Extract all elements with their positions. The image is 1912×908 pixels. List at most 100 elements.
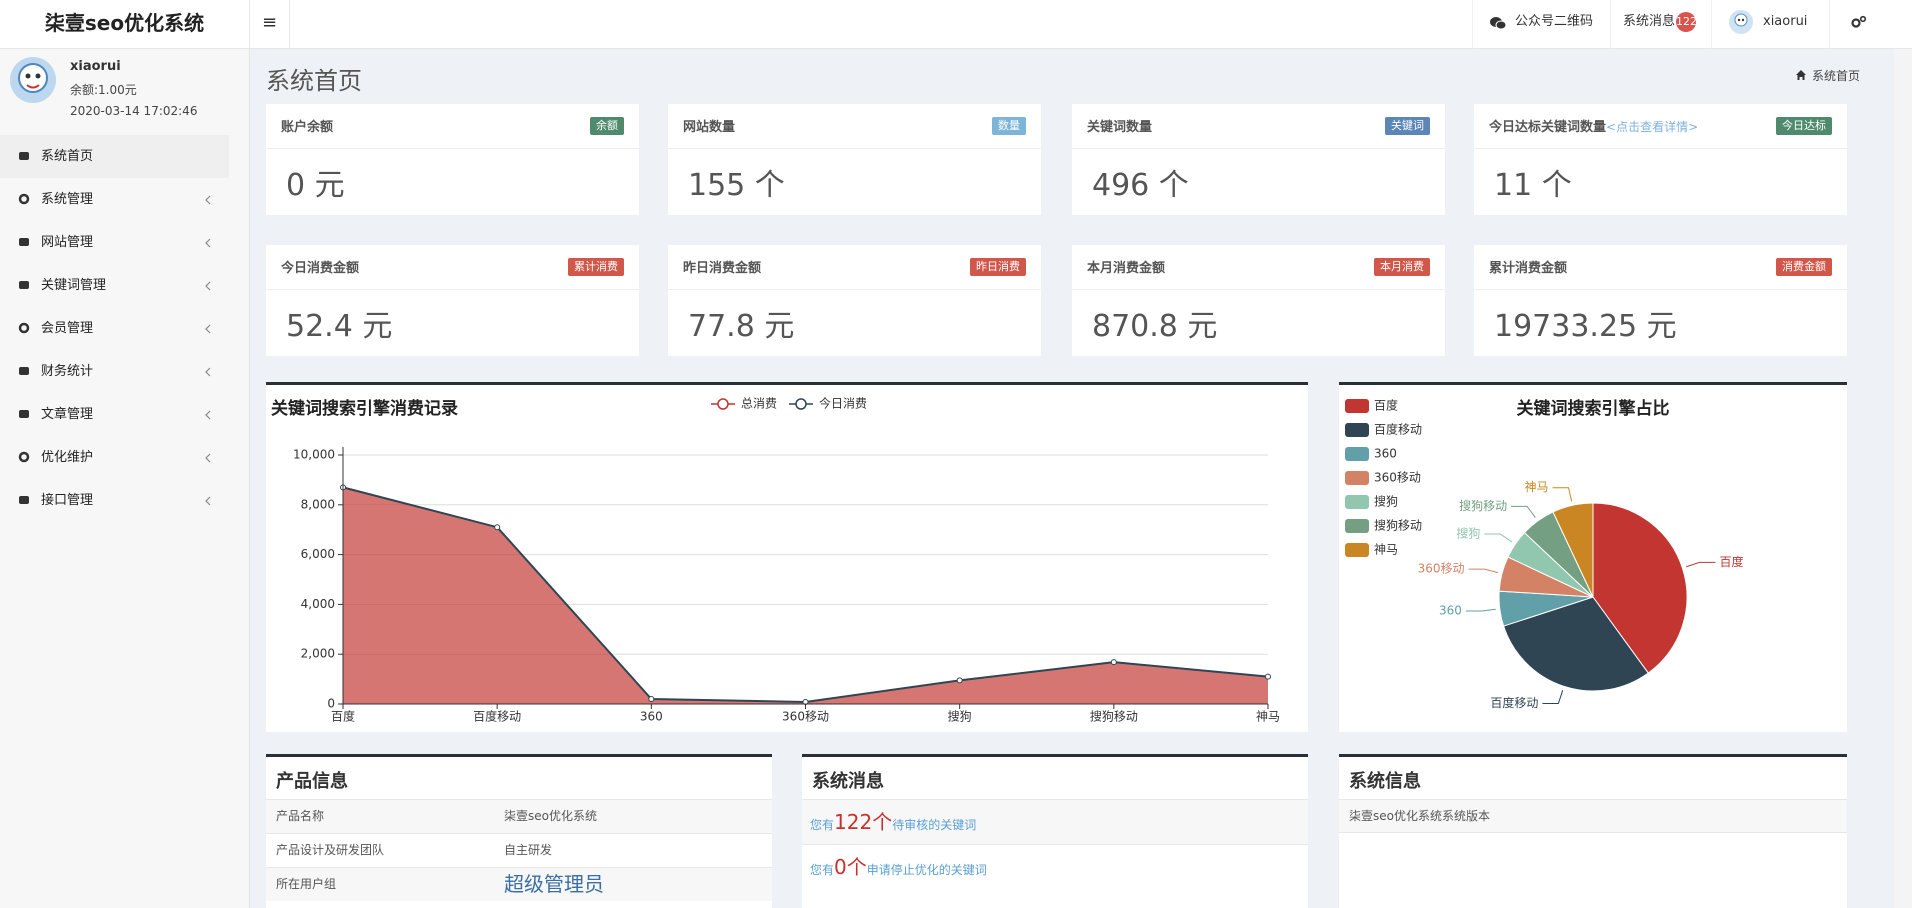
legend-swatch [1345, 447, 1369, 461]
user-name[interactable]: xiaorui [1763, 14, 1808, 29]
message-count[interactable]: 122个 [834, 810, 893, 834]
card-badge: 累计消费 [568, 258, 624, 276]
arrow [205, 281, 211, 291]
y-tick-label: 10,000 [293, 448, 335, 462]
slice-label: 神马 [1525, 480, 1549, 494]
menu-icon [19, 367, 29, 375]
card-title: 账户余额 [281, 120, 334, 135]
card-value: 52.4 元 [286, 309, 393, 344]
card-badge: 昨日消费 [970, 258, 1026, 276]
menu-item[interactable]: 系统管理 [0, 178, 229, 221]
arrow [205, 496, 211, 506]
user-avatar[interactable] [1729, 10, 1753, 34]
chart-title: 关键词搜索引擎消费记录 [271, 398, 458, 419]
divider [1472, 0, 1473, 49]
card-badge: 数量 [992, 117, 1026, 135]
card-divider [668, 148, 1041, 149]
divider [289, 0, 290, 49]
menu-item[interactable]: 财务统计 [0, 350, 229, 393]
card-link[interactable]: <点击查看详情> [1606, 120, 1699, 134]
message-link[interactable]: 您有122个待审核的关键词 [810, 800, 976, 848]
message-link[interactable]: 您有0个申请停止优化的关键词 [810, 845, 987, 893]
card-value: 11 个 [1494, 168, 1572, 203]
wechat-icon [1490, 17, 1506, 30]
menu-label[interactable]: 网站管理 [41, 235, 94, 250]
y-tick-label: 4,000 [301, 597, 335, 611]
menu-label[interactable]: 系统管理 [41, 192, 94, 207]
menu-arrow [205, 453, 211, 463]
point [1110, 659, 1117, 666]
message-prefix[interactable]: 您有 [810, 818, 835, 832]
panel: 系统信息柒壹seo优化系统系统版本 [1339, 754, 1847, 908]
slice-label: 搜狗 [1456, 526, 1480, 541]
label-line [1542, 690, 1564, 705]
arrow [205, 324, 211, 334]
menu-item[interactable]: 优化维护 [0, 436, 229, 479]
menu-label[interactable]: 财务统计 [41, 364, 94, 379]
legend-symbol [795, 398, 807, 410]
point [494, 524, 501, 531]
message-row: 您有0个申请停止优化的关键词 [802, 844, 1308, 889]
menu-arrow [205, 324, 211, 334]
menu-item[interactable]: 会员管理 [0, 307, 229, 350]
menu-item[interactable]: 网站管理 [0, 221, 229, 264]
menu-icon [19, 238, 29, 246]
message-prefix[interactable]: 您有 [810, 863, 835, 877]
menu-arrow [205, 410, 211, 420]
slice-label: 百度移动 [1490, 695, 1538, 710]
slice-label: 360 [1439, 604, 1462, 618]
panel-title: 系统信息 [1349, 771, 1421, 792]
card-divider [1474, 148, 1847, 149]
menu-item[interactable]: 文章管理 [0, 393, 229, 436]
menu-arrow [205, 195, 211, 205]
card-badge: 本月消费 [1374, 258, 1430, 276]
pie-slice [1592, 502, 1688, 674]
settings-icon[interactable] [1851, 15, 1867, 29]
legend-label: 神马 [1374, 543, 1398, 557]
area [343, 487, 1268, 704]
menu-label[interactable]: 接口管理 [41, 493, 94, 508]
arrow [205, 367, 211, 377]
menu-label[interactable]: 优化维护 [41, 450, 94, 465]
label-line [1484, 533, 1513, 543]
card-value: 870.8 元 [1092, 309, 1218, 344]
arrow [205, 195, 211, 205]
card-divider [1474, 289, 1847, 290]
menu-item[interactable]: 接口管理 [0, 479, 229, 522]
card-divider [1072, 289, 1445, 290]
card-value: 19733.25 元 [1494, 309, 1677, 344]
label-line [1686, 561, 1716, 568]
brand[interactable]: 柒壹seo优化系统 [0, 0, 250, 49]
menu-item[interactable]: 关键词管理 [0, 264, 229, 307]
messages-link[interactable]: 系统消息 [1623, 14, 1676, 29]
slice-label: 百度 [1720, 554, 1744, 569]
message-suffix[interactable]: 待审核的关键词 [892, 818, 977, 832]
menu-label[interactable]: 系统首页 [41, 149, 94, 164]
icon-shape [19, 281, 29, 289]
table-cell: 产品设计及研发团队 [276, 843, 385, 857]
message-count[interactable]: 0个 [834, 855, 867, 879]
legend-swatch [1345, 543, 1369, 557]
menu-icon [19, 152, 29, 160]
y-tick-label: 2,000 [301, 647, 335, 661]
table-row: 柒壹seo优化系统系统版本 [1339, 799, 1847, 833]
label-line [1468, 568, 1499, 574]
label-line [1465, 608, 1496, 612]
breadcrumb[interactable]: 系统首页 [1812, 69, 1861, 83]
menu-item[interactable]: 系统首页 [0, 135, 229, 178]
menu-arrow [205, 496, 211, 506]
qrcode-link[interactable]: 公众号二维码 [1515, 14, 1594, 29]
legend-label: 搜狗 [1374, 494, 1398, 509]
legend-label: 搜狗移动 [1374, 518, 1422, 533]
menu-label[interactable]: 关键词管理 [41, 278, 107, 293]
header: 柒壹seo优化系统 ≡ 公众号二维码 系统消息 122 xiaorui [0, 0, 1912, 49]
card-title: 今日消费金额 [281, 261, 360, 276]
message-suffix[interactable]: 申请停止优化的关键词 [866, 863, 987, 877]
menu-label[interactable]: 文章管理 [41, 407, 94, 422]
menu-toggle[interactable]: ≡ [262, 12, 278, 33]
sidebar-avatar [10, 57, 56, 103]
table-cell: 柒壹seo优化系统 [504, 809, 597, 823]
menu-icon [19, 496, 29, 504]
menu-label[interactable]: 会员管理 [41, 321, 94, 336]
icon-shape [19, 238, 29, 246]
